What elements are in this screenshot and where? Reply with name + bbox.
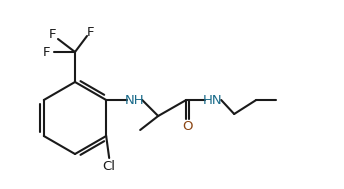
Text: NH: NH <box>125 94 144 106</box>
Text: F: F <box>49 29 57 42</box>
Text: F: F <box>43 46 51 59</box>
Text: O: O <box>182 121 193 133</box>
Text: HN: HN <box>202 94 222 106</box>
Text: F: F <box>86 26 94 39</box>
Text: Cl: Cl <box>103 160 116 173</box>
